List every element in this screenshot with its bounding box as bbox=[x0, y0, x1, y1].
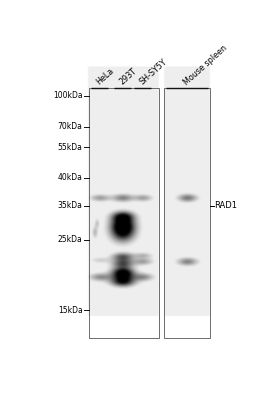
Text: 15kDa: 15kDa bbox=[58, 306, 83, 315]
Text: 100kDa: 100kDa bbox=[53, 91, 83, 100]
Text: 55kDa: 55kDa bbox=[58, 143, 83, 152]
Text: 70kDa: 70kDa bbox=[58, 122, 83, 131]
Text: RAD1: RAD1 bbox=[215, 201, 238, 210]
Bar bbox=[164, 88, 210, 338]
Text: 25kDa: 25kDa bbox=[58, 235, 83, 244]
Text: 293T: 293T bbox=[117, 67, 138, 87]
Text: 40kDa: 40kDa bbox=[58, 174, 83, 182]
Bar bbox=[89, 88, 159, 338]
Text: Mouse spleen: Mouse spleen bbox=[182, 43, 229, 87]
Text: SH-SY5Y: SH-SY5Y bbox=[138, 58, 169, 87]
Text: HeLa: HeLa bbox=[94, 66, 115, 87]
Text: 35kDa: 35kDa bbox=[58, 201, 83, 210]
